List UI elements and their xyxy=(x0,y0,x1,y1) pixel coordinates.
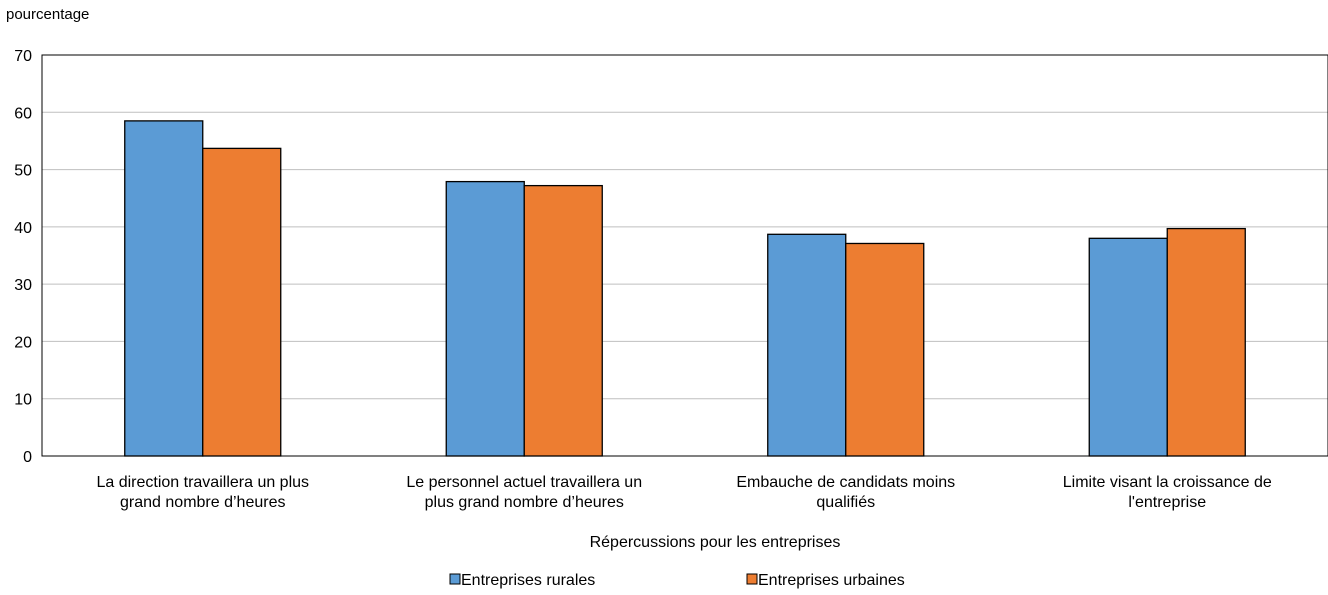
y-tick-label: 50 xyxy=(14,163,32,180)
x-category-label: l'entreprise xyxy=(1128,494,1206,511)
legend-swatch xyxy=(746,573,758,585)
y-tick-label: 10 xyxy=(14,392,32,409)
legend: Entreprises rurales Entreprises urbaines xyxy=(449,572,905,589)
x-category-label: plus grand nombre d’heures xyxy=(425,494,624,511)
x-category-label: grand nombre d’heures xyxy=(120,494,285,511)
y-tick-label: 40 xyxy=(14,220,32,237)
legend-label: Entreprises urbaines xyxy=(758,572,905,589)
x-axis-categories: La direction travaillera un plus grand no… xyxy=(96,474,1271,511)
y-axis-title: pourcentage xyxy=(6,6,89,23)
bar-rural-1 xyxy=(445,180,525,457)
x-category-label: Embauche de candidats moins xyxy=(736,474,955,491)
y-tick-label: 0 xyxy=(23,449,32,466)
bar-rural-0 xyxy=(124,120,204,457)
bar-urban-2 xyxy=(845,242,925,457)
legend-swatch xyxy=(449,573,461,585)
x-category-label: Le personnel actuel travaillera un xyxy=(406,474,642,491)
bar-urban-0 xyxy=(202,147,282,457)
plot-area xyxy=(41,54,1328,457)
x-axis-title: Répercussions pour les entreprises xyxy=(590,534,841,551)
legend-label: Entreprises rurales xyxy=(461,572,595,589)
y-tick-label: 70 xyxy=(14,48,32,65)
bar-rural-3 xyxy=(1088,237,1168,457)
y-tick-label: 30 xyxy=(14,277,32,294)
x-category-label: qualifiés xyxy=(816,494,875,511)
bar-rural-2 xyxy=(767,233,847,457)
x-category-label: La direction travaillera un plus xyxy=(96,474,309,491)
y-tick-label: 20 xyxy=(14,334,32,351)
bar-urban-3 xyxy=(1166,227,1246,457)
y-tick-label: 60 xyxy=(14,105,32,122)
bars xyxy=(124,120,1246,457)
y-axis-ticks: 0 10 20 30 40 50 60 70 xyxy=(14,48,32,466)
bar-urban-1 xyxy=(523,184,603,457)
x-category-label: Limite visant la croissance de xyxy=(1063,474,1272,491)
